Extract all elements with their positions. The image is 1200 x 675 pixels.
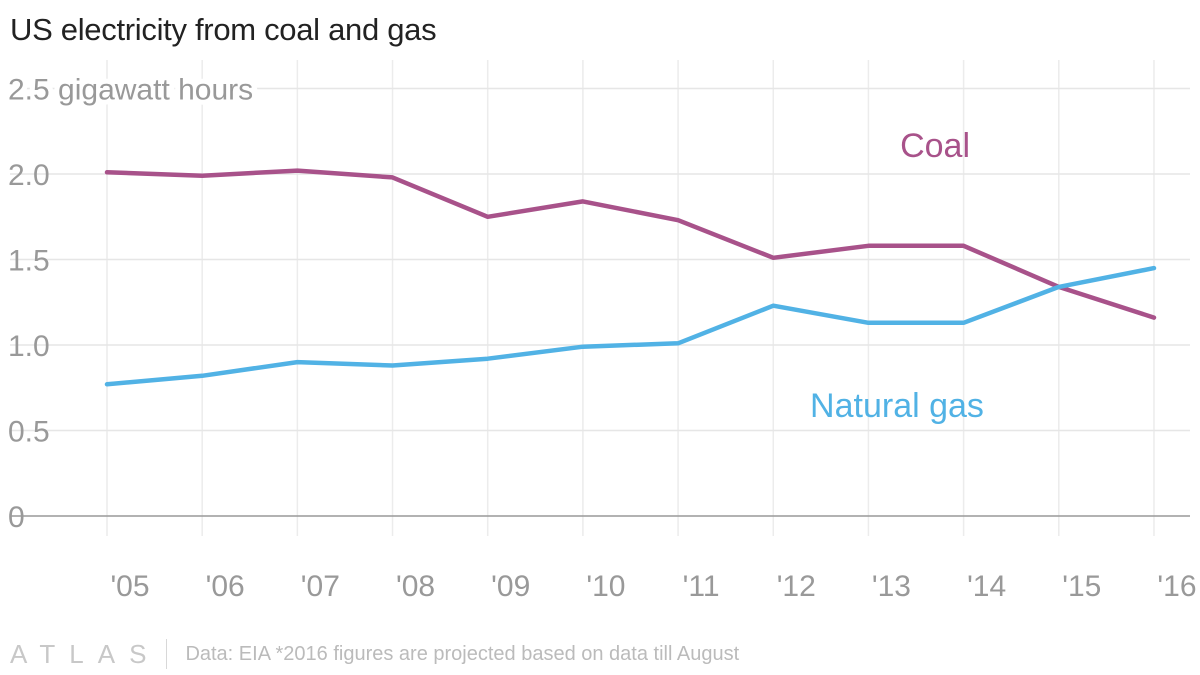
x-tick-label: '05 [110,570,149,603]
y-tick-label: 1.0 [8,330,50,363]
chart-title: US electricity from coal and gas [10,12,437,47]
x-tick-label: '11 [683,570,720,603]
series-line [104,265,1157,387]
footer-divider [166,639,168,669]
series-label: Natural gas [810,387,984,425]
atlas-logo: ATLAS [10,638,161,669]
source-note: Data: EIA *2016 figures are projected ba… [185,642,740,665]
series-label: Coal [900,127,970,165]
y-tick-label: 2.0 [8,159,50,192]
x-tick-label: '16 [1157,570,1196,603]
x-tick-label: '12 [777,570,816,603]
y-tick-label: 2.5 gigawatt hours [8,74,253,107]
y-tick-label: 1.5 [8,245,50,278]
footer: ATLAS Data: EIA *2016 figures are projec… [10,636,739,672]
x-tick-label: '14 [967,570,1006,603]
series-natural-gas: Natural gas [104,265,1157,425]
x-tick-label: '13 [872,570,911,603]
series-line [104,168,1157,320]
x-tick-label: '07 [301,570,340,603]
x-tick-label: '06 [206,570,245,603]
x-tick-label: '09 [491,570,530,603]
x-tick-label: '15 [1062,570,1101,603]
y-tick-label: 0 [8,501,25,534]
x-tick-label: '10 [586,570,625,603]
y-tick-label: 0.5 [8,416,50,449]
x-tick-label: '08 [396,570,435,603]
series-coal: Coal [104,127,1157,320]
